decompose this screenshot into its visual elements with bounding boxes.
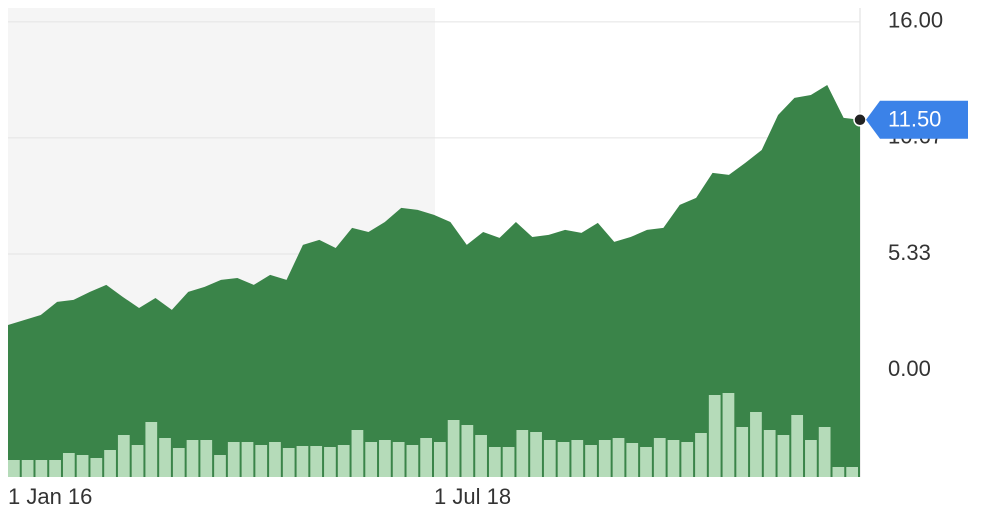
- volume-bar: [186, 440, 199, 477]
- volume-bar: [502, 447, 515, 477]
- volume-bar: [805, 440, 817, 477]
- volume-bar: [777, 435, 790, 477]
- volume-bar: [62, 453, 75, 477]
- volume-bar: [461, 425, 474, 477]
- volume-bar: [791, 415, 804, 477]
- volume-bar: [846, 467, 858, 477]
- volume-bar: [21, 460, 34, 477]
- volume-bar: [172, 448, 185, 477]
- volume-bar: [640, 447, 652, 477]
- volume-bar: [117, 435, 130, 477]
- x-tick-label: 1 Jan 16: [8, 484, 92, 509]
- volume-bar: [695, 433, 707, 477]
- volume-bar: [667, 440, 680, 477]
- volume-bar: [543, 440, 556, 477]
- volume-bar: [818, 427, 831, 477]
- volume-bar: [392, 442, 405, 477]
- volume-bar: [681, 442, 694, 477]
- plot: [8, 85, 860, 477]
- volume-bar: [598, 440, 611, 477]
- x-tick-label: 1 Jul 18: [434, 484, 511, 509]
- volume-bar: [475, 435, 487, 477]
- volume-bar: [612, 438, 625, 477]
- volume-bar: [420, 438, 432, 477]
- volume-bar: [241, 442, 254, 477]
- volume-bar: [351, 430, 364, 477]
- volume-bar: [104, 450, 116, 477]
- volume-bar: [653, 438, 666, 477]
- volume-bar: [145, 422, 158, 477]
- volume-bar: [722, 393, 735, 477]
- volume-bar: [434, 442, 446, 477]
- volume-bar: [379, 440, 391, 477]
- volume-bar: [832, 467, 845, 477]
- volume-bar: [90, 458, 103, 477]
- volume-bar: [131, 445, 144, 477]
- volume-bar: [337, 445, 350, 477]
- current-dot: [853, 113, 867, 127]
- price-area: [8, 85, 860, 477]
- volume-bar: [8, 460, 20, 477]
- volume-bar: [49, 460, 61, 477]
- volume-bar: [763, 430, 776, 477]
- volume-bar: [571, 440, 584, 477]
- volume-bar: [750, 412, 762, 477]
- volume-bar: [200, 440, 213, 477]
- y-tick-label: 16.00: [888, 8, 943, 33]
- volume: [8, 393, 858, 477]
- volume-bar: [35, 460, 48, 477]
- volume-bar: [269, 442, 281, 477]
- volume-bar: [282, 448, 295, 477]
- volume-bar: [76, 455, 89, 477]
- volume-bar: [406, 445, 419, 477]
- current-label: 11.50: [888, 107, 941, 132]
- volume-bar: [585, 445, 597, 477]
- volume-bar: [310, 446, 323, 477]
- volume-bar: [557, 442, 570, 477]
- volume-bar: [530, 432, 542, 477]
- volume-bar: [255, 445, 268, 477]
- volume-bar: [227, 442, 240, 477]
- volume-bar: [365, 442, 378, 477]
- volume-bar: [447, 420, 460, 477]
- volume-bar: [214, 455, 226, 477]
- y-tick-label: 0.00: [888, 356, 931, 381]
- volume-bar: [488, 447, 501, 477]
- volume-bar: [626, 443, 639, 477]
- volume-bar: [708, 395, 721, 477]
- volume-bar: [324, 447, 336, 477]
- volume-bar: [736, 427, 749, 477]
- volume-bar: [159, 438, 171, 477]
- volume-bar: [296, 446, 309, 477]
- volume-bar: [516, 430, 529, 477]
- current-tag: [866, 100, 968, 139]
- y-tick-label: 5.33: [888, 240, 931, 265]
